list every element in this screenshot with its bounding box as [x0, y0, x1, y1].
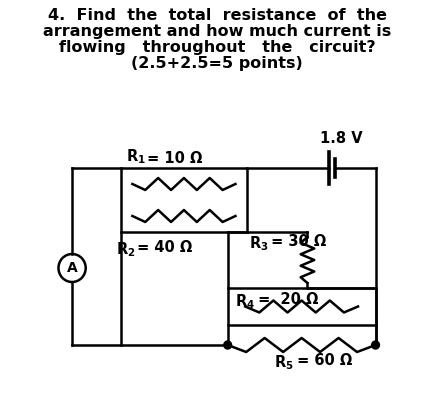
Text: $\mathbf{R}_{\mathbf{5}}$: $\mathbf{R}_{\mathbf{5}}$ [274, 353, 294, 372]
Text: arrangement and how much current is: arrangement and how much current is [43, 24, 391, 39]
Text: =  20 Ω: = 20 Ω [253, 292, 319, 307]
Text: = 30 Ω: = 30 Ω [266, 234, 326, 249]
Bar [121, 168, 247, 232]
Bar [228, 288, 375, 325]
Text: 1.8 V: 1.8 V [320, 131, 363, 146]
Circle shape [372, 341, 379, 349]
Text: $\mathbf{R}_{\mathbf{3}}$: $\mathbf{R}_{\mathbf{3}}$ [249, 234, 269, 253]
Text: A: A [67, 261, 77, 275]
Text: $\mathbf{R}_{\mathbf{4}}$: $\mathbf{R}_{\mathbf{4}}$ [236, 292, 256, 311]
Text: $\mathbf{R}_{\mathbf{1}}$: $\mathbf{R}_{\mathbf{1}}$ [125, 147, 145, 166]
Text: flowing   throughout   the   circuit?: flowing throughout the circuit? [59, 40, 375, 55]
Text: = 10 Ω: = 10 Ω [142, 151, 203, 166]
Text: = 60 Ω: = 60 Ω [292, 353, 352, 368]
Text: (2.5+2.5=5 points): (2.5+2.5=5 points) [131, 56, 303, 71]
Text: = 40 Ω: = 40 Ω [132, 240, 193, 255]
Text: 4.  Find  the  total  resistance  of  the: 4. Find the total resistance of the [47, 8, 387, 23]
Circle shape [224, 341, 232, 349]
Text: $\mathbf{R}_{\mathbf{2}}$: $\mathbf{R}_{\mathbf{2}}$ [116, 240, 135, 259]
